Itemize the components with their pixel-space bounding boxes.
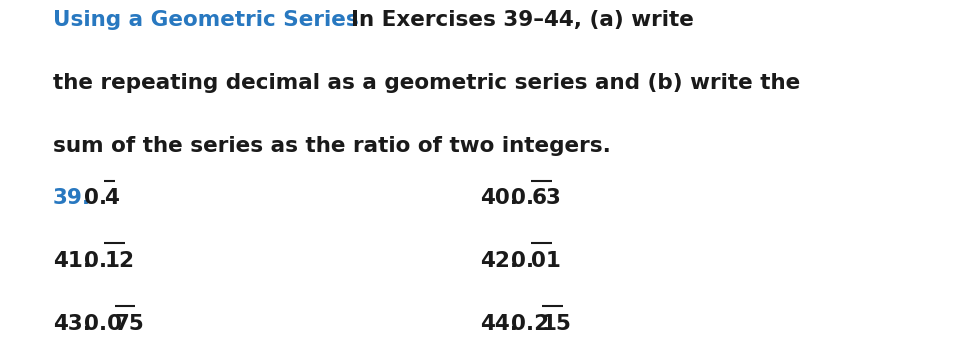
Text: 40.: 40. [480, 188, 518, 208]
Text: 43.: 43. [53, 314, 91, 334]
Text: 0.: 0. [511, 251, 534, 271]
Text: 42.: 42. [480, 251, 518, 271]
Text: 12: 12 [105, 251, 134, 271]
Text: 75: 75 [114, 314, 144, 334]
Text: 15: 15 [541, 314, 572, 334]
Text: 44.: 44. [480, 314, 518, 334]
Text: 0.: 0. [84, 251, 107, 271]
Text: sum of the series as the ratio of two integers.: sum of the series as the ratio of two in… [53, 136, 611, 156]
Text: 4: 4 [105, 188, 119, 208]
Text: 39.: 39. [53, 188, 91, 208]
Text: 0.: 0. [511, 188, 534, 208]
Text: 0.: 0. [84, 188, 107, 208]
Text: 63: 63 [532, 188, 562, 208]
Text: Using a Geometric Series: Using a Geometric Series [53, 10, 358, 30]
Text: In Exercises 39–44, (a) write: In Exercises 39–44, (a) write [336, 10, 694, 30]
Text: 41.: 41. [53, 251, 91, 271]
Text: 0.2: 0.2 [511, 314, 549, 334]
Text: 01: 01 [532, 251, 562, 271]
Text: the repeating decimal as a geometric series and (b) write the: the repeating decimal as a geometric ser… [53, 73, 800, 93]
Text: 0.0: 0.0 [84, 314, 122, 334]
